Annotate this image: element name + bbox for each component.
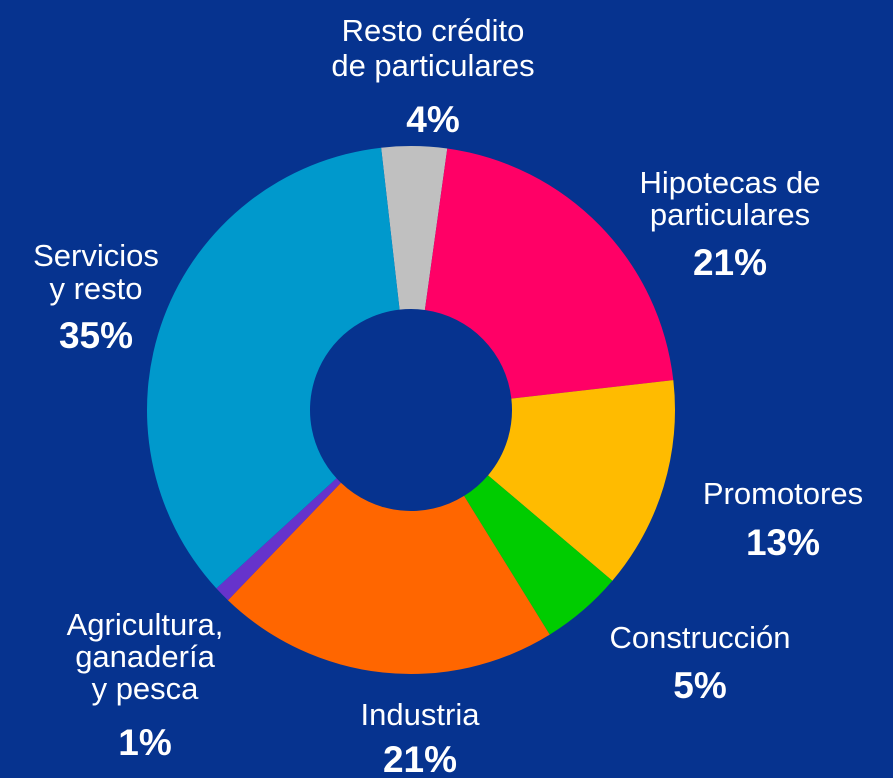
donut-slice [146,147,400,589]
donut-slice [488,380,675,581]
slice-label: Industria [361,697,481,732]
value-label: 4% [406,99,459,140]
slice-label: Hipotecas de [640,165,821,200]
slice-label: particulares [650,197,810,232]
slice-label: y pesca [92,671,200,706]
slice-label: Resto crédito [342,13,525,48]
slice-label: Promotores [703,476,863,511]
slice-label: Construcción [610,620,791,655]
slice-label: Servicios [33,238,159,273]
value-label: 21% [383,739,457,778]
donut-slice [227,482,550,674]
donut-slice [424,148,674,399]
value-label: 21% [693,242,767,283]
value-label: 5% [673,665,726,706]
slice-label: de particulares [331,48,534,83]
value-label: 35% [59,315,133,356]
value-label: 13% [746,522,820,563]
value-label: 1% [118,722,171,763]
donut-slice [464,475,613,635]
slice-label: ganadería [75,639,215,674]
slice-label: Agricultura, [67,607,224,642]
slice-label: y resto [49,271,142,306]
donut-slice [381,146,448,310]
donut-slice [216,478,341,601]
